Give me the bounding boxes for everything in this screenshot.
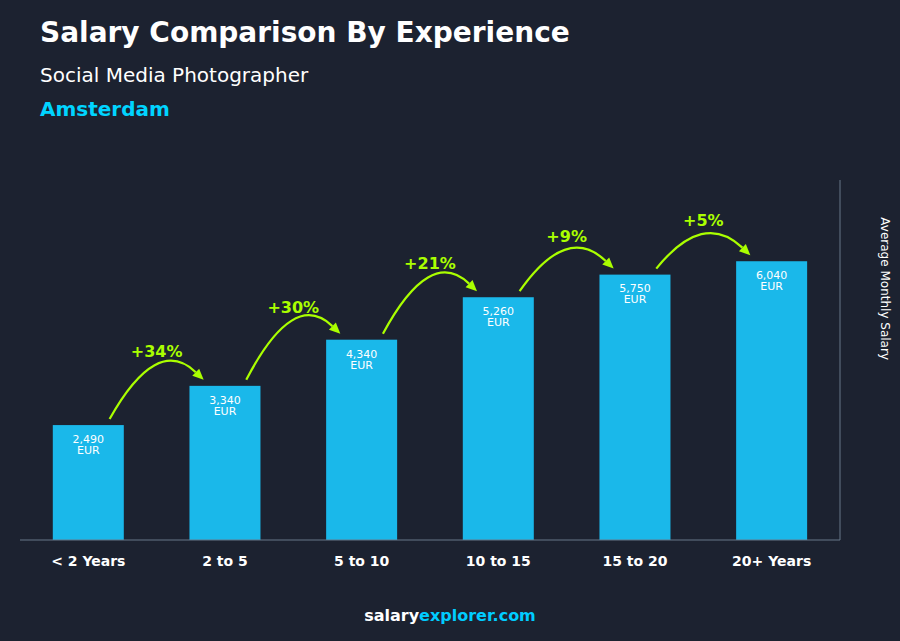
svg-text:2,490EUR: 2,490EUR bbox=[73, 433, 105, 457]
svg-text:< 2 Years: < 2 Years bbox=[51, 553, 125, 569]
svg-text:2 to 5: 2 to 5 bbox=[202, 553, 248, 569]
html-text:Salary Comparison By Experienc: Salary Comparison By Experience bbox=[40, 16, 570, 49]
html-text:Social Media Photographer: Social Media Photographer bbox=[40, 63, 309, 87]
svg-text:5,750EUR: 5,750EUR bbox=[619, 282, 651, 306]
svg-text:+5%: +5% bbox=[683, 211, 724, 230]
html-text:Amsterdam: Amsterdam bbox=[40, 97, 170, 121]
svg-text:+34%: +34% bbox=[131, 342, 183, 361]
svg-text:4,340EUR: 4,340EUR bbox=[346, 348, 378, 372]
html-text:salary explorer.com: salary explorer.com bbox=[364, 606, 536, 625]
svg-text:+9%: +9% bbox=[546, 227, 587, 246]
svg-text:5 to 10: 5 to 10 bbox=[334, 553, 390, 569]
svg-text:Average Monthly Salary: Average Monthly Salary bbox=[878, 217, 892, 360]
svg-text:15 to 20: 15 to 20 bbox=[602, 553, 667, 569]
svg-text:6,040EUR: 6,040EUR bbox=[756, 269, 788, 293]
svg-text:10 to 15: 10 to 15 bbox=[466, 553, 531, 569]
svg-text:3,340EUR: 3,340EUR bbox=[209, 394, 241, 418]
svg-text:+21%: +21% bbox=[404, 254, 456, 273]
svg-text:20+ Years: 20+ Years bbox=[732, 553, 811, 569]
svg-text:+30%: +30% bbox=[267, 298, 319, 317]
svg-text:5,260EUR: 5,260EUR bbox=[483, 305, 515, 329]
